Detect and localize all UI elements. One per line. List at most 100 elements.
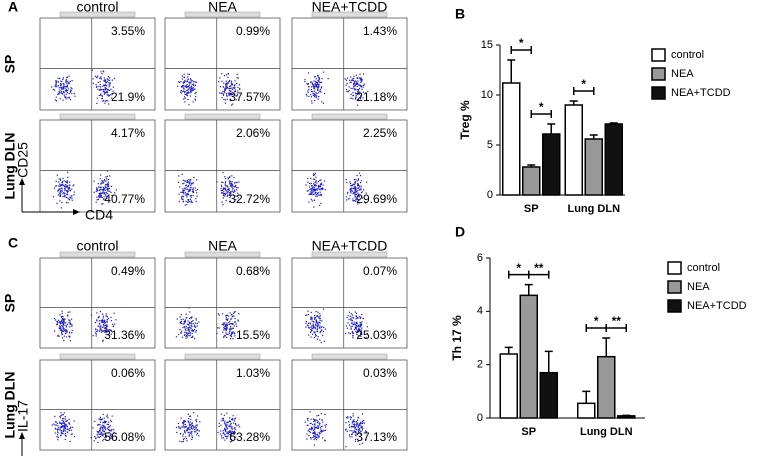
- event-dot: [357, 190, 359, 192]
- event-dot: [233, 430, 236, 432]
- event-dot: [314, 434, 317, 436]
- event-dot: [310, 328, 312, 330]
- event-dot: [183, 427, 185, 429]
- plot-frame: [164, 257, 281, 349]
- event-dot: [66, 428, 68, 430]
- column-header: NEA+TCDD: [312, 238, 388, 254]
- event-dot: [310, 326, 312, 328]
- event-dot: [225, 80, 227, 82]
- event-dot: [92, 427, 94, 429]
- event-dot: [195, 431, 197, 433]
- event-dot: [310, 188, 312, 190]
- event-dot: [357, 80, 359, 82]
- event-dot: [193, 88, 195, 90]
- event-dot: [319, 189, 321, 191]
- event-dot: [313, 206, 315, 208]
- event-dot: [62, 196, 64, 198]
- event-dot: [97, 423, 99, 426]
- event-dot: [104, 189, 106, 192]
- event-dot: [62, 99, 64, 101]
- event-dot: [100, 78, 103, 80]
- event-dot: [232, 103, 234, 105]
- event-dot: [190, 322, 192, 324]
- event-dot: [98, 320, 101, 322]
- event-dot: [226, 195, 228, 198]
- event-dot: [350, 185, 353, 187]
- event-dot: [66, 181, 68, 183]
- event-dot: [315, 190, 317, 192]
- event-dot: [234, 89, 236, 91]
- event-dot: [360, 431, 362, 433]
- event-dot: [234, 321, 236, 323]
- event-dot: [183, 98, 185, 100]
- event-dot: [105, 330, 107, 332]
- event-dot: [179, 316, 181, 318]
- event-dot: [359, 84, 361, 86]
- event-dot: [316, 415, 318, 417]
- event-dot: [315, 426, 318, 429]
- event-dot: [106, 85, 108, 87]
- event-dot: [187, 413, 189, 415]
- event-dot: [185, 200, 187, 203]
- event-dot: [352, 91, 354, 94]
- significance-bracket: [573, 87, 595, 95]
- event-dot: [96, 431, 98, 433]
- event-dot: [58, 181, 60, 183]
- event-dot: [63, 412, 65, 414]
- event-dot: [182, 435, 184, 437]
- y-marker: IL-17: [15, 400, 31, 432]
- event-dot: [185, 193, 187, 195]
- event-dot: [190, 336, 192, 338]
- event-dot: [348, 198, 350, 200]
- event-dot: [315, 436, 317, 438]
- event-dot: [319, 319, 321, 321]
- event-dot: [311, 189, 313, 191]
- event-dot: [105, 82, 107, 84]
- event-dot: [55, 96, 57, 98]
- event-dot: [224, 189, 227, 191]
- event-dot: [220, 184, 223, 186]
- significance-label: *: [516, 261, 521, 275]
- event-dot: [311, 427, 314, 430]
- event-dot: [230, 183, 232, 185]
- event-dot: [316, 92, 318, 94]
- event-dot: [106, 198, 108, 200]
- event-dot: [310, 428, 312, 430]
- event-dot: [360, 324, 362, 327]
- event-dot: [63, 195, 65, 197]
- event-dot: [62, 414, 64, 416]
- event-dot: [186, 204, 188, 206]
- event-dot: [180, 191, 182, 193]
- event-dot: [66, 425, 68, 427]
- row-label: SP: [2, 55, 18, 74]
- event-dot: [68, 184, 70, 186]
- event-dot: [94, 75, 97, 77]
- event-dot: [308, 201, 310, 203]
- event-dot: [186, 196, 188, 198]
- event-dot: [59, 89, 61, 91]
- event-dot: [67, 315, 69, 317]
- event-dot: [110, 320, 112, 322]
- event-dot: [350, 433, 353, 436]
- event-dot: [348, 421, 350, 423]
- event-dot: [104, 185, 106, 187]
- event-dot: [307, 325, 309, 327]
- event-dot: [358, 431, 360, 434]
- event-dot: [186, 201, 189, 203]
- event-dot: [104, 329, 106, 332]
- event-dot: [320, 194, 322, 196]
- event-dot: [190, 200, 193, 202]
- error-bar: [504, 346, 513, 354]
- event-dot: [108, 185, 110, 188]
- event-dot: [226, 437, 228, 439]
- event-dot: [310, 182, 312, 185]
- significance-bracket: [530, 110, 552, 118]
- legend-swatch: [651, 86, 666, 100]
- event-dot: [230, 90, 232, 92]
- plot-header: [311, 11, 388, 18]
- event-dot: [68, 188, 70, 190]
- event-dot: [191, 438, 193, 440]
- event-dot: [183, 191, 185, 194]
- event-dot: [358, 326, 360, 328]
- event-dot: [64, 185, 66, 187]
